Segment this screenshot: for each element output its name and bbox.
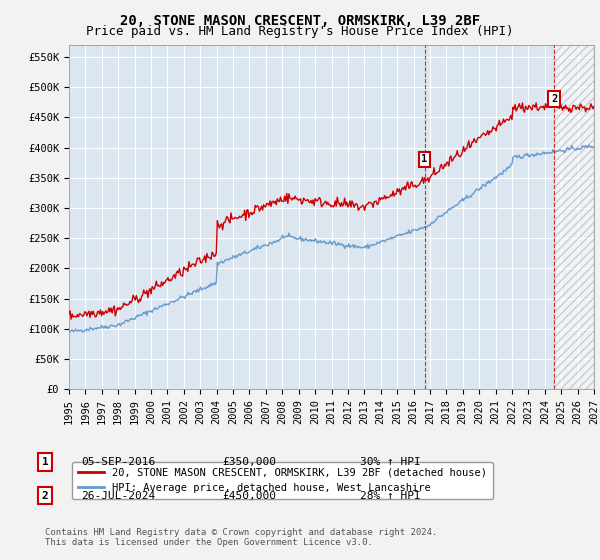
Text: 2: 2 bbox=[41, 491, 49, 501]
Text: 05-SEP-2016: 05-SEP-2016 bbox=[81, 457, 155, 467]
Text: 26-JUL-2024: 26-JUL-2024 bbox=[81, 491, 155, 501]
Bar bbox=[554, 45, 594, 389]
Text: £450,000: £450,000 bbox=[222, 491, 276, 501]
Text: 2: 2 bbox=[551, 94, 557, 104]
Text: 1: 1 bbox=[421, 155, 428, 165]
Legend: 20, STONE MASON CRESCENT, ORMSKIRK, L39 2BF (detached house), HPI: Average price: 20, STONE MASON CRESCENT, ORMSKIRK, L39 … bbox=[71, 461, 493, 500]
Text: 28% ↑ HPI: 28% ↑ HPI bbox=[360, 491, 421, 501]
Text: 20, STONE MASON CRESCENT, ORMSKIRK, L39 2BF: 20, STONE MASON CRESCENT, ORMSKIRK, L39 … bbox=[120, 14, 480, 28]
Text: Price paid vs. HM Land Registry's House Price Index (HPI): Price paid vs. HM Land Registry's House … bbox=[86, 25, 514, 38]
Text: Contains HM Land Registry data © Crown copyright and database right 2024.
This d: Contains HM Land Registry data © Crown c… bbox=[45, 528, 437, 547]
Text: 30% ↑ HPI: 30% ↑ HPI bbox=[360, 457, 421, 467]
Text: £350,000: £350,000 bbox=[222, 457, 276, 467]
Text: 1: 1 bbox=[41, 457, 49, 467]
